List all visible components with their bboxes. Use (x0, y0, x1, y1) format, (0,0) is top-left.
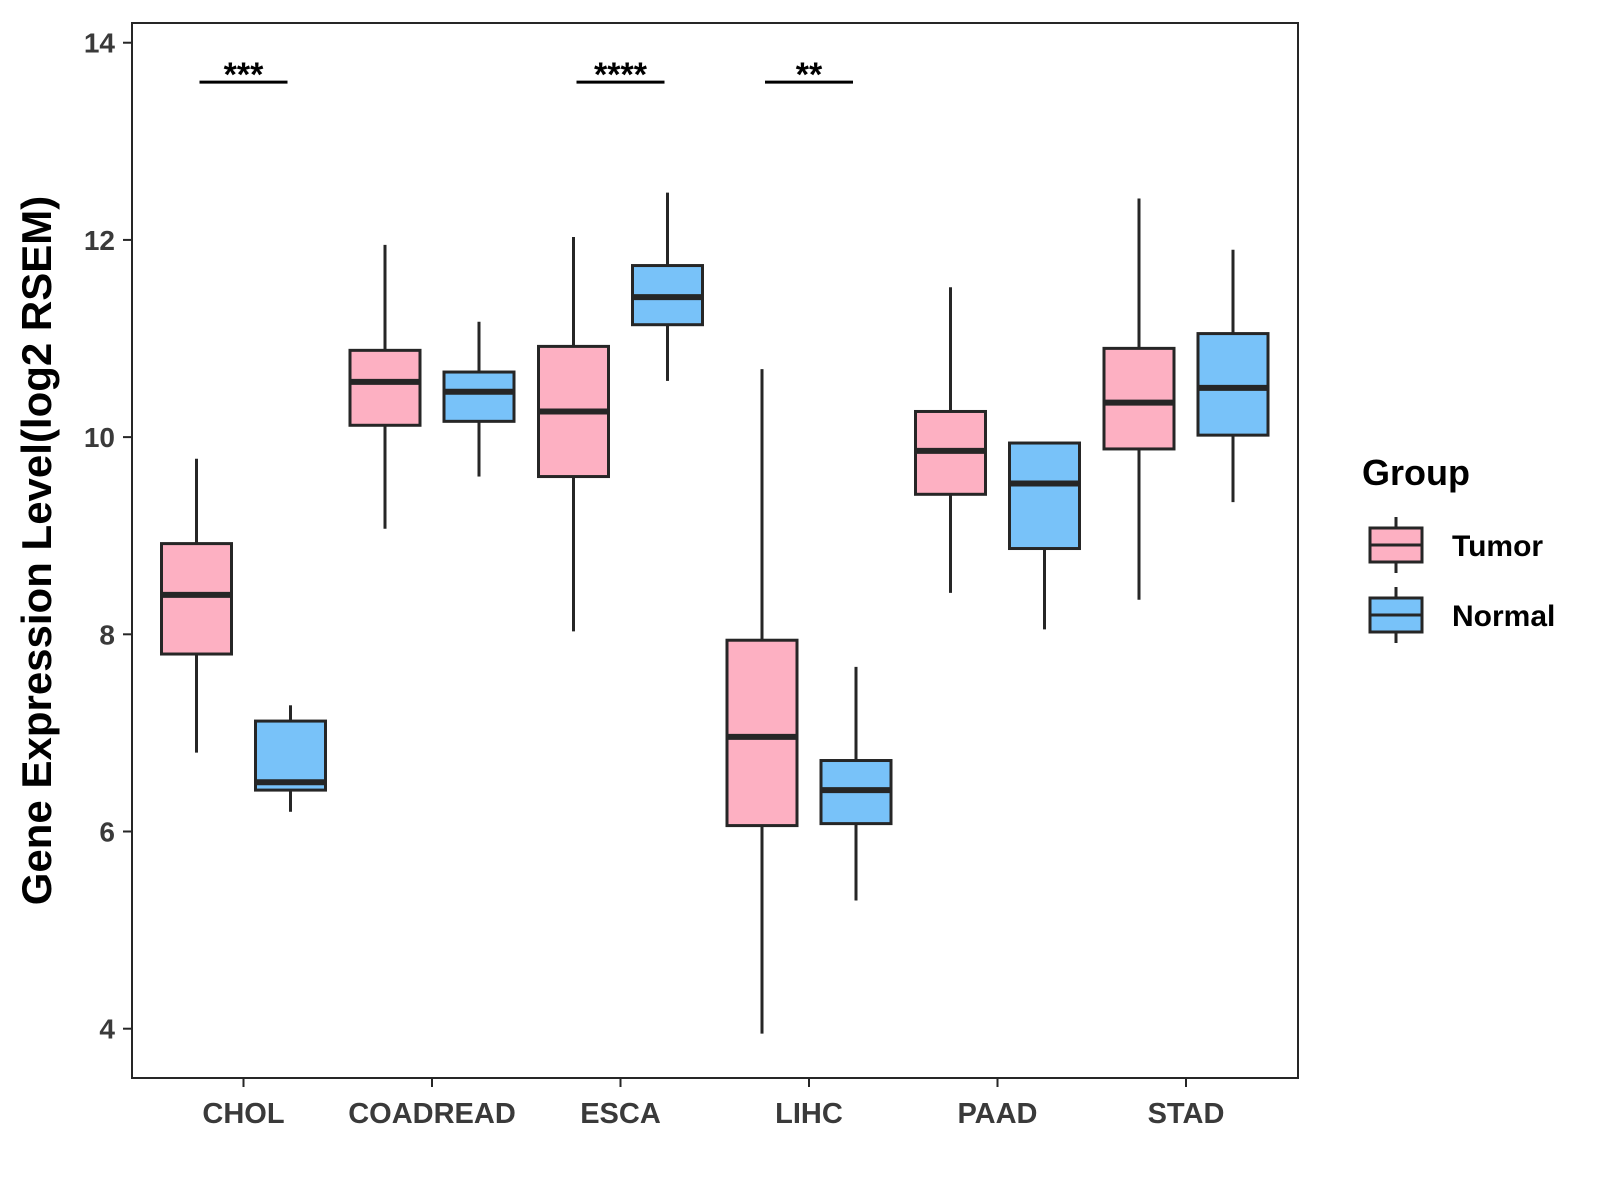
plot-border (131, 22, 1299, 1079)
legend-label-tumor: Tumor (1452, 530, 1543, 563)
box-coadread-tumor (348, 244, 422, 529)
box-body-stad-tumor (1102, 346, 1176, 451)
box-stad-normal (1196, 249, 1270, 503)
box-esca-normal (631, 192, 704, 381)
box-paad-normal (1008, 441, 1081, 630)
box-body-chol-normal (254, 719, 327, 792)
box-esca-tumor (537, 236, 610, 632)
sig-label-esca: **** (594, 56, 648, 94)
boxes-layer (160, 192, 1270, 1034)
box-paad-tumor (914, 287, 987, 593)
box-coadread-normal (442, 321, 516, 477)
y-tick-label-8: 8 (99, 619, 115, 650)
box-body-paad-normal (1008, 441, 1081, 551)
x-tick-label-coadread: COADREAD (348, 1098, 516, 1130)
y-tick-label-6: 6 (99, 817, 115, 848)
box-chol-normal (254, 705, 327, 812)
y-axis: 4 6 8 10 12 14 (84, 28, 132, 1045)
legend-item-tumor: Tumor (1368, 517, 1543, 573)
box-lihc-tumor (725, 369, 799, 1034)
x-axis: CHOL COADREAD ESCA LIHC PAAD STAD (202, 1078, 1224, 1130)
y-tick-label-4: 4 (99, 1014, 115, 1045)
box-stad-tumor (1102, 198, 1176, 600)
legend: Group Tumor Normal (1362, 452, 1555, 643)
x-tick-label-stad: STAD (1148, 1098, 1225, 1130)
y-tick-label-14: 14 (84, 28, 116, 59)
sig-label-chol: *** (224, 56, 264, 94)
x-tick-label-esca: ESCA (580, 1098, 661, 1130)
box-lihc-normal (819, 666, 893, 901)
annotations-layer: *** **** ** (199, 56, 853, 94)
box-body-stad-normal (1196, 332, 1270, 437)
box-body-coadread-normal (442, 370, 516, 423)
x-tick-label-paad: PAAD (957, 1098, 1037, 1130)
box-body-lihc-tumor (725, 638, 799, 828)
sig-label-lihc: ** (796, 56, 823, 94)
legend-title: Group (1362, 452, 1470, 493)
y-axis-title: Gene Expression Level(log2 RSEM) (13, 196, 60, 906)
legend-item-normal: Normal (1368, 587, 1555, 643)
x-tick-label-lihc: LIHC (775, 1098, 843, 1130)
box-chol-tumor (160, 458, 233, 753)
box-body-coadread-tumor (348, 348, 422, 427)
legend-label-normal: Normal (1452, 600, 1555, 633)
box-body-chol-tumor (160, 542, 233, 656)
y-tick-label-10: 10 (84, 422, 115, 453)
y-tick-label-12: 12 (84, 225, 115, 256)
x-tick-label-chol: CHOL (202, 1098, 284, 1130)
